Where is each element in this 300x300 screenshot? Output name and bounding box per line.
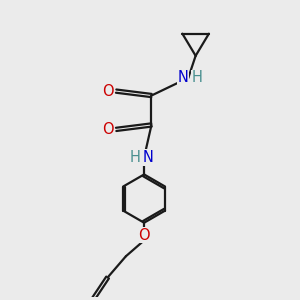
Text: O: O xyxy=(102,84,114,99)
Text: O: O xyxy=(138,228,150,243)
Text: H: H xyxy=(192,70,203,86)
Text: H: H xyxy=(129,150,140,165)
Text: N: N xyxy=(178,70,188,86)
Text: O: O xyxy=(102,122,114,137)
Text: N: N xyxy=(143,150,154,165)
